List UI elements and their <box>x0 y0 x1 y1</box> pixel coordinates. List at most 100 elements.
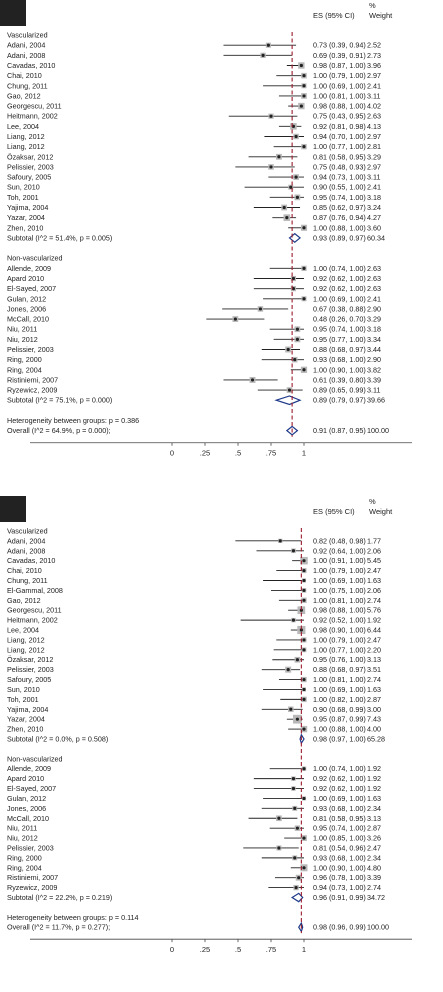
study-g1-10-ci: 0.94 (0.70, 1.00) <box>313 132 366 141</box>
study-g2-10-weight: 2.90 <box>367 355 381 364</box>
study-g2-7-ci: 0.95 (0.74, 1.00) <box>313 325 366 334</box>
study-g2-6-ci: 0.48 (0.26, 0.70) <box>313 315 366 324</box>
study-g2-8-label: Niu, 2012 <box>7 335 38 344</box>
subtotal-g1-label: Subtotal (I^2 = 0.0%, p = 0.508) <box>7 735 108 744</box>
study-g1-18-point <box>289 707 293 711</box>
study-g2-3-ci: 0.92 (0.62, 1.00) <box>313 284 366 293</box>
study-g2-7-weight: 3.18 <box>367 325 381 334</box>
study-g2-13-point <box>287 388 292 392</box>
column-header-weight: Weight <box>369 11 393 20</box>
study-g1-19-label: Zhen, 2010 <box>7 223 43 232</box>
study-g1-18-weight: 3.00 <box>367 705 381 714</box>
study-g2-11-point <box>302 866 306 870</box>
study-g1-18-label: Yajima, 2004 <box>7 705 48 714</box>
study-g1-19-ci: 1.00 (0.88, 1.00) <box>313 223 366 232</box>
subtotal-g1-weight: 65.28 <box>367 735 385 744</box>
x-tick-label-1: 0 <box>170 449 174 458</box>
subtotal-g2-label: Subtotal (I^2 = 22.2%, p = 0.219) <box>7 893 112 902</box>
study-g1-5-point <box>302 578 306 583</box>
study-g1-4-weight: 2.47 <box>367 566 381 575</box>
study-g1-17-ci: 1.00 (0.82, 1.00) <box>313 695 366 704</box>
study-g2-4-ci: 1.00 (0.69, 1.00) <box>313 294 366 303</box>
study-g2-7-point <box>295 327 299 331</box>
study-g2-13-weight: 2.74 <box>367 883 381 892</box>
study-g2-12-point <box>297 876 301 880</box>
study-g1-7-ci: 1.00 (0.81, 1.00) <box>313 596 366 605</box>
study-g2-8-weight: 3.26 <box>367 834 381 843</box>
study-g1-10-point <box>299 628 303 632</box>
group-heading-1: Vascularized <box>7 31 48 40</box>
study-g1-1-point <box>266 43 270 47</box>
study-g1-9-weight: 4.13 <box>367 122 381 131</box>
study-g1-9-ci: 0.92 (0.52, 1.00) <box>313 616 366 625</box>
study-g2-5-label: Jones, 2006 <box>7 304 46 313</box>
study-g1-6-point <box>302 588 306 592</box>
study-g1-11-ci: 1.00 (0.77, 1.00) <box>313 142 366 151</box>
column-header-weight-symbol: % <box>369 497 376 506</box>
study-g2-4-weight: 2.41 <box>367 294 381 303</box>
x-tick-label-2: .25 <box>200 449 210 458</box>
study-g1-17-label: Toh, 2001 <box>7 695 39 704</box>
column-header-es: ES (95% CI) <box>313 507 355 516</box>
study-g1-11-point <box>302 145 306 149</box>
study-g1-8-ci: 0.75 (0.43, 0.95) <box>313 112 366 121</box>
study-g1-7-point <box>302 598 306 602</box>
study-g1-12-ci: 0.81 (0.58, 0.95) <box>313 152 366 161</box>
study-g1-13-point <box>269 165 273 169</box>
study-g1-5-point <box>302 84 306 88</box>
study-g1-6-label: Gao, 2012 <box>7 91 41 100</box>
study-g1-15-point <box>289 185 293 189</box>
study-g1-17-weight: 3.24 <box>367 203 381 212</box>
study-g1-7-ci: 0.98 (0.88, 1.00) <box>313 102 366 111</box>
subtotal-g1-ci: 0.93 (0.89, 0.97) <box>313 233 366 242</box>
study-g2-1-weight: 2.63 <box>367 264 381 273</box>
study-g1-15-label: Safoury, 2005 <box>7 675 51 684</box>
study-g1-9-weight: 1.92 <box>367 616 381 625</box>
study-g1-5-label: Chung, 2011 <box>7 81 48 90</box>
study-g1-16-weight: 3.18 <box>367 193 381 202</box>
study-g1-6-ci: 1.00 (0.75, 1.00) <box>313 586 366 595</box>
study-g2-12-label: Ristiniemi, 2007 <box>7 873 58 882</box>
study-g2-13-label: Ryzewicz, 2009 <box>7 883 57 892</box>
study-g2-6-label: McCall, 2010 <box>7 814 49 823</box>
study-g1-9-ci: 0.92 (0.81, 0.98) <box>313 122 366 131</box>
study-g1-16-point <box>302 687 306 692</box>
study-g1-14-ci: 0.88 (0.68, 0.97) <box>313 665 366 674</box>
study-g2-1-weight: 1.92 <box>367 764 381 773</box>
study-g2-6-ci: 0.81 (0.58, 0.95) <box>313 814 366 823</box>
study-g2-1-ci: 1.00 (0.74, 1.00) <box>313 264 366 273</box>
study-g2-11-weight: 4.80 <box>367 863 381 872</box>
study-g2-9-weight: 2.47 <box>367 843 381 852</box>
x-tick-label-3: .5 <box>235 945 241 954</box>
study-g2-10-point <box>293 856 297 860</box>
study-g2-6-point <box>277 816 281 820</box>
study-g2-1-point <box>302 767 306 771</box>
study-g1-15-ci: 1.00 (0.81, 1.00) <box>313 675 366 684</box>
study-g1-14-weight: 3.11 <box>367 173 380 182</box>
study-g1-1-ci: 0.73 (0.39, 0.94) <box>313 41 366 50</box>
study-g1-8-point <box>269 114 273 118</box>
study-g1-14-ci: 0.94 (0.73, 1.00) <box>313 173 366 182</box>
study-g2-1-point <box>302 266 306 270</box>
study-g2-4-ci: 1.00 (0.69, 1.00) <box>313 794 366 803</box>
study-g1-3-point <box>299 63 303 68</box>
study-g2-11-label: Ring, 2004 <box>7 365 42 374</box>
overall-ci: 0.91 (0.87, 0.95) <box>313 426 366 435</box>
overall-weight: 100.00 <box>367 426 389 435</box>
study-g1-7-weight: 4.02 <box>367 102 381 111</box>
study-g2-2-weight: 1.92 <box>367 774 381 783</box>
study-g2-10-weight: 2.34 <box>367 853 381 862</box>
study-g2-11-ci: 1.00 (0.90, 1.00) <box>313 863 366 872</box>
column-header-weight-symbol: % <box>369 1 376 10</box>
panel-label-box <box>0 0 26 26</box>
study-g2-7-point <box>295 826 299 830</box>
study-g1-12-weight: 3.29 <box>367 152 381 161</box>
study-g2-9-label: Pelissier, 2003 <box>7 345 54 354</box>
study-g1-2-point <box>261 53 265 57</box>
study-g2-13-weight: 3.11 <box>367 386 380 395</box>
subtotal-g2-diamond <box>290 892 304 903</box>
study-g2-4-weight: 1.63 <box>367 794 381 803</box>
study-g1-17-weight: 2.87 <box>367 695 381 704</box>
study-g1-16-label: Toh, 2001 <box>7 193 39 202</box>
